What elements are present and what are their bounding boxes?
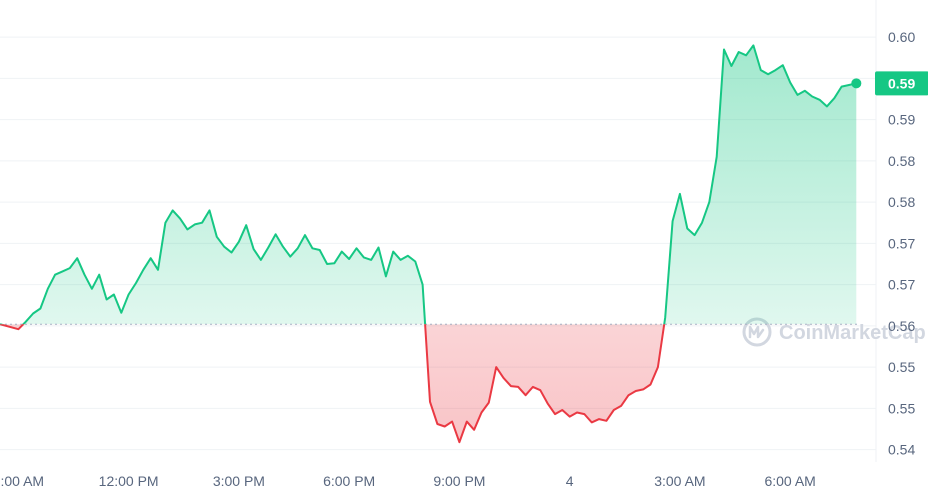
y-tick-label: 0.57 bbox=[888, 277, 915, 293]
x-tick-label: 12:00 PM bbox=[99, 473, 159, 489]
x-tick-label: 4 bbox=[566, 473, 574, 489]
watermark-text: CoinMarketCap bbox=[779, 322, 926, 344]
y-tick-label: 0.55 bbox=[888, 359, 915, 375]
current-price-badge: 0.59 bbox=[875, 71, 928, 96]
down-area-fill bbox=[0, 324, 665, 443]
y-tick-label: 0.56 bbox=[888, 318, 915, 334]
y-tick-label: 0.58 bbox=[888, 194, 915, 210]
up-line-segment bbox=[0, 44, 857, 325]
y-tick-label: 0.60 bbox=[888, 29, 915, 45]
price-line bbox=[0, 44, 857, 444]
current-price-label: 0.59 bbox=[888, 75, 915, 91]
up-area-fill bbox=[0, 45, 857, 325]
y-tick-label: 0.55 bbox=[888, 400, 915, 416]
down-line-segment bbox=[0, 324, 666, 444]
current-price-dot bbox=[851, 78, 862, 89]
x-tick-label: 3:00 PM bbox=[213, 473, 265, 489]
y-tick-label: 0.58 bbox=[888, 153, 915, 169]
x-tick-label: 9:00 PM bbox=[433, 473, 485, 489]
x-axis: 9:00 AM 12:00 PM 3:00 PM 6:00 PM 9:00 PM 4 3:0… bbox=[0, 473, 816, 489]
price-area bbox=[0, 45, 857, 443]
x-tick-label: 9:00 AM bbox=[0, 473, 44, 489]
y-tick-label: 0.59 bbox=[888, 112, 915, 128]
x-tick-label: 3:00 AM bbox=[654, 473, 705, 489]
x-tick-label: 6:00 AM bbox=[764, 473, 815, 489]
y-tick-label: 0.54 bbox=[888, 442, 915, 458]
y-tick-label: 0.57 bbox=[888, 235, 915, 251]
x-tick-label: 6:00 PM bbox=[323, 473, 375, 489]
